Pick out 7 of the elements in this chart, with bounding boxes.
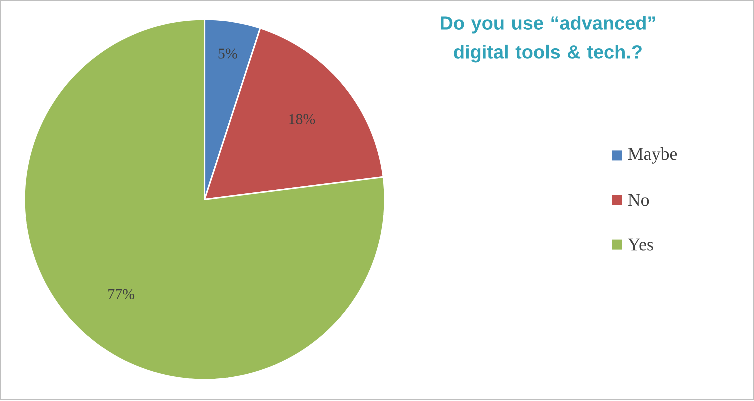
data-label: 18%	[290, 114, 316, 125]
text: Do you use “advanced” digital tools & tech.?	[441, 16, 656, 63]
legend-label: No	[628, 194, 650, 206]
data-label: 5%	[218, 48, 238, 60]
legend-label: Yes	[628, 239, 654, 252]
data-label: 77%	[108, 290, 135, 300]
legend-label: Maybe	[628, 148, 678, 164]
